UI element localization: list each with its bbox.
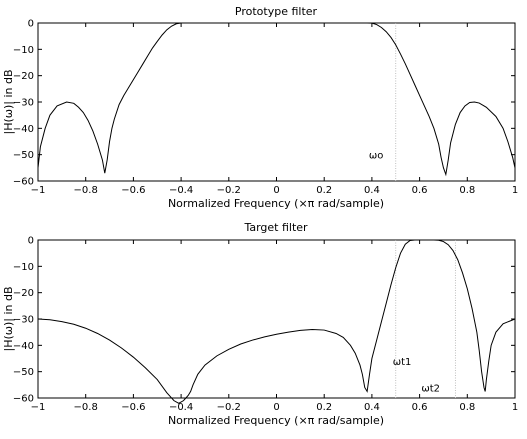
x-tick-label: −0.8	[74, 185, 98, 196]
x-tick-label: −0.4	[169, 402, 193, 413]
x-tick-label: 0	[273, 402, 279, 413]
x-tick-label: 1	[512, 185, 518, 196]
y-tick-label: −60	[13, 177, 34, 188]
chart-target-filter: Target filter −1 −0.8 −0.6 −0.4 −0.2 0 0.2 0.4 0…	[2, 221, 518, 427]
x-tick-label: −0.6	[121, 402, 145, 413]
x-ticks: −1 −0.8 −0.6 −0.4 −0.2 0 0.2 0.4 0.6 0.8 1	[31, 240, 518, 413]
y-tick-label: −10	[13, 262, 34, 273]
series-lines	[37, 22, 516, 177]
annotations: ωt1 ωt2	[393, 357, 440, 394]
y-tick-label: −20	[13, 71, 34, 82]
y-ticks: 0 −10 −20 −30 −40 −50 −60	[13, 19, 515, 188]
series-line	[37, 239, 516, 404]
marker-annotation: ωo	[369, 151, 384, 162]
chart-prototype-filter: Prototype filter −1 −0.8 −0.6 −0.4 −0.2 0 0.2 0…	[2, 5, 518, 210]
x-axis-title: Normalized Frequency (×π rad/sample)	[168, 414, 384, 427]
y-tick-label: −50	[13, 367, 34, 378]
x-tick-label: −1	[31, 185, 46, 196]
plot-area-frame	[37, 22, 516, 182]
x-tick-label: −0.2	[217, 402, 241, 413]
plot-area-frame	[37, 239, 516, 399]
y-tick-label: −30	[13, 315, 34, 326]
x-tick-label: 0.4	[364, 402, 380, 413]
y-ticks: 0 −10 −20 −30 −40 −50 −60	[13, 236, 515, 405]
y-tick-label: −60	[13, 394, 34, 405]
x-tick-label: −0.6	[121, 185, 145, 196]
y-axis-title: |H(ω)| in dB	[2, 286, 15, 351]
x-tick-label: −0.8	[74, 402, 98, 413]
y-tick-label: −40	[13, 341, 34, 352]
y-tick-label: −50	[13, 150, 34, 161]
x-tick-label: 0.8	[459, 402, 475, 413]
marker-annotation: ωt2	[421, 383, 440, 394]
y-tick-label: −30	[13, 98, 34, 109]
x-tick-label: 0.6	[412, 402, 428, 413]
y-tick-label: 0	[28, 19, 34, 30]
series-lines	[37, 239, 516, 404]
x-tick-label: 0.4	[364, 185, 380, 196]
x-tick-label: −0.4	[169, 185, 193, 196]
x-axis-title: Normalized Frequency (×π rad/sample)	[168, 197, 384, 210]
x-tick-label: 0.6	[412, 185, 428, 196]
chart-title: Prototype filter	[235, 5, 318, 18]
y-tick-label: −20	[13, 288, 34, 299]
y-tick-label: −40	[13, 124, 34, 135]
chart-title: Target filter	[243, 221, 308, 234]
x-ticks: −1 −0.8 −0.6 −0.4 −0.2 0 0.2 0.4 0.6 0.8 1	[31, 23, 518, 196]
annotations: ωo	[369, 151, 384, 162]
x-tick-label: 1	[512, 402, 518, 413]
y-tick-label: 0	[28, 236, 34, 247]
x-tick-label: 0	[273, 185, 279, 196]
x-tick-label: 0.2	[316, 402, 332, 413]
y-axis-title: |H(ω)| in dB	[2, 69, 15, 134]
x-tick-label: 0.2	[316, 185, 332, 196]
y-tick-label: −10	[13, 45, 34, 56]
series-line	[37, 22, 516, 177]
x-tick-label: −1	[31, 402, 46, 413]
marker-annotation: ωt1	[393, 357, 412, 368]
x-tick-label: −0.2	[217, 185, 241, 196]
x-tick-label: 0.8	[459, 185, 475, 196]
marker-lines	[395, 240, 456, 398]
